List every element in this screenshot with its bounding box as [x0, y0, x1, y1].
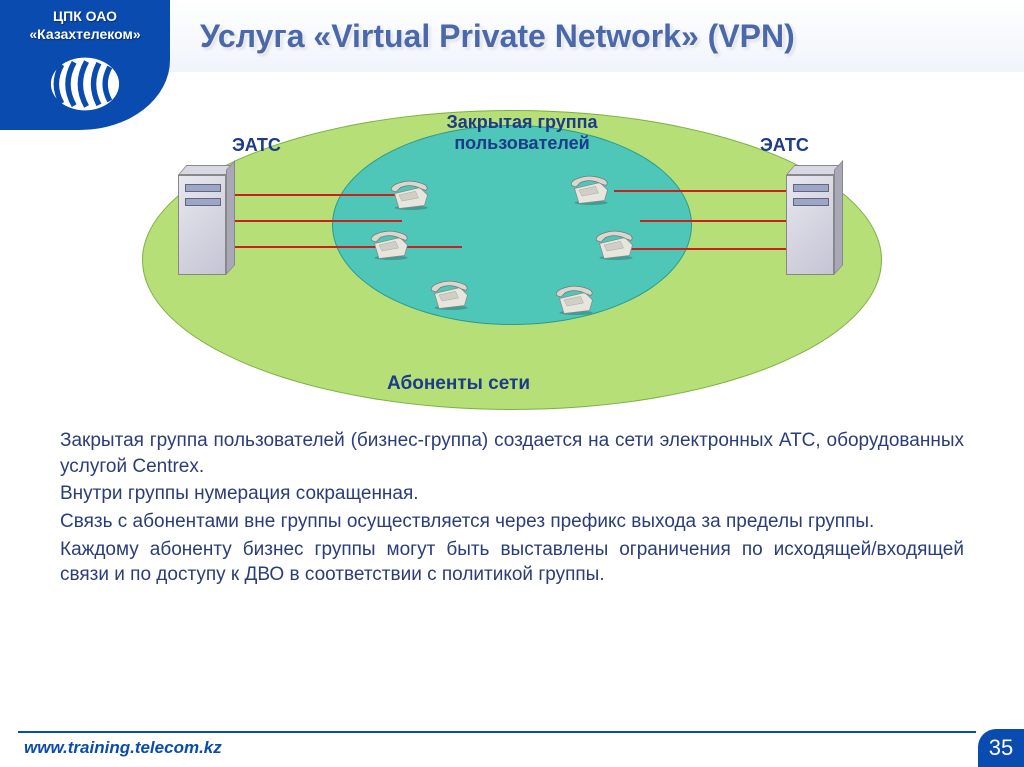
subscribers-label: Абоненты сети [387, 373, 530, 395]
connection-line [227, 246, 462, 248]
description-paragraph: Связь с абонентами вне группы осуществля… [60, 509, 964, 535]
right-pbx-label: ЭАТС [760, 135, 809, 156]
phone-icon [387, 180, 435, 210]
phone-icon [567, 175, 615, 205]
inner-group-label: Закрытая группа пользователей [422, 112, 622, 154]
org-line1: ЦПК ОАО [53, 8, 117, 24]
phone-icon [592, 230, 640, 260]
description-text: Закрытая группа пользователей (бизнес-гр… [60, 428, 964, 590]
org-name: ЦПК ОАО «Казахтелеком» [0, 8, 170, 43]
vpn-diagram: Закрытая группа пользователей ЭАТС ЭАТС … [112, 90, 912, 410]
page-number: 35 [978, 729, 1024, 767]
phone-icon [367, 230, 415, 260]
server-left-icon [178, 175, 238, 290]
description-paragraph: Каждому абоненту бизнес группы могут быт… [60, 537, 964, 588]
server-right-icon [786, 175, 846, 290]
left-pbx-label: ЭАТС [232, 135, 281, 156]
connection-line [640, 220, 792, 222]
description-paragraph: Внутри группы нумерация сокращенная. [60, 481, 964, 507]
footer: www.training.telecom.kz 35 [0, 729, 1024, 767]
connection-line [227, 220, 402, 222]
footer-url: www.training.telecom.kz [24, 738, 978, 758]
phone-icon [427, 280, 475, 310]
connection-line [614, 190, 792, 192]
org-line2: «Казахтелеком» [29, 26, 140, 42]
inner-ellipse [332, 125, 692, 325]
description-paragraph: Закрытая группа пользователей (бизнес-гр… [60, 428, 964, 479]
phone-icon [552, 285, 600, 315]
slide-title: Услуга «Virtual Private Network» (VPN) [200, 18, 1004, 55]
